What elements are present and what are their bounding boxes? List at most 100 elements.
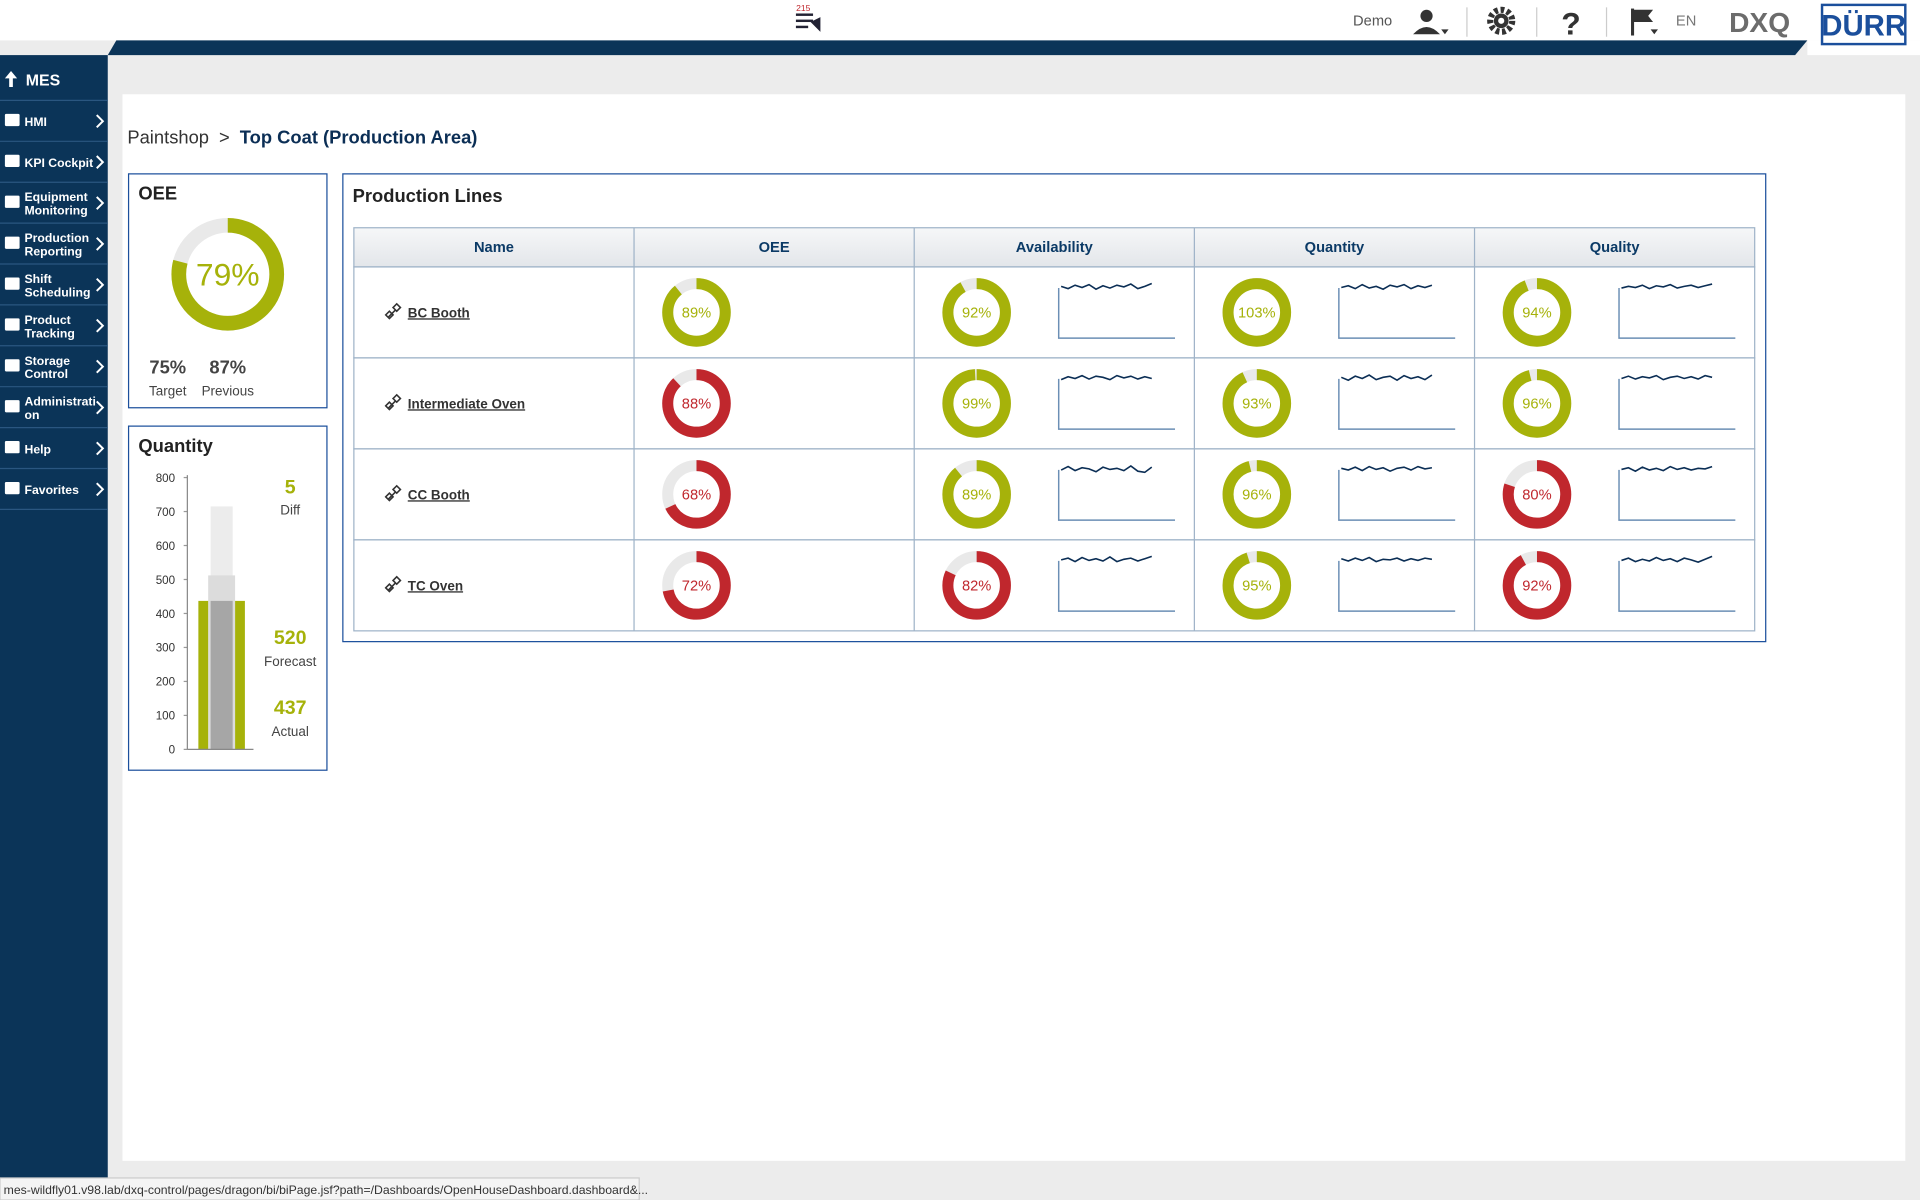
sparkline-frame: [1057, 378, 1176, 430]
column-header: Quality: [1590, 240, 1641, 256]
menu-label[interactable]: Monitoring: [24, 204, 87, 218]
chevron: [96, 278, 105, 292]
sparkline-frame: [1338, 469, 1456, 521]
line-name[interactable]: CC Booth: [408, 487, 470, 502]
menu-label[interactable]: Tracking: [24, 326, 74, 340]
donut-label: 96%: [1242, 488, 1271, 504]
table-header: [353, 227, 1756, 268]
breadcrumb-parent[interactable]: Paintshop: [127, 126, 209, 147]
product-logo: DXQ: [1729, 7, 1790, 38]
sidebar-item[interactable]: Help: [0, 426, 108, 457]
sidebar-item[interactable]: KPI Cockpit: [0, 140, 108, 170]
sparkline-frame: [1057, 469, 1176, 521]
menu-icon: [4, 277, 20, 290]
line-link[interactable]: Intermediate Oven: [384, 393, 525, 411]
line-name[interactable]: TC Oven: [408, 578, 463, 593]
donut-label: 94%: [1522, 306, 1551, 322]
donut-arc: [942, 551, 1011, 620]
donut-label: 92%: [1522, 579, 1551, 595]
line-link[interactable]: CC Booth: [384, 484, 470, 502]
sparkline-frame: [1618, 560, 1736, 612]
menu-label[interactable]: on: [24, 408, 39, 422]
sidebar-item[interactable]: HMI: [0, 99, 108, 129]
breadcrumb: Paintshop > Top Coat (Production Area): [127, 126, 477, 147]
chevron: [96, 196, 105, 210]
donut-label: 92%: [962, 306, 991, 322]
actual-value: 437: [274, 697, 307, 719]
breadcrumb-current: Top Coat (Production Area): [240, 126, 478, 147]
line-link[interactable]: TC Oven: [384, 575, 463, 593]
sparkline-frame: [1057, 560, 1176, 612]
sidebar-header[interactable]: MES: [4, 71, 60, 90]
user-name[interactable]: Demo: [1353, 14, 1392, 30]
y-tick-label: 0: [169, 744, 176, 757]
donut-arc: [662, 551, 731, 620]
menu-icon: [4, 441, 20, 454]
menu-label[interactable]: HMI: [24, 115, 46, 129]
sparkline: [1060, 374, 1152, 381]
card-title: OEE: [138, 183, 177, 204]
sparkline: [1341, 556, 1433, 563]
menu-label[interactable]: Control: [24, 367, 67, 381]
chevron: [96, 441, 105, 456]
chevron: [96, 482, 105, 497]
menu-icon: [4, 318, 20, 331]
y-tick-label: 700: [156, 506, 176, 519]
menu-label[interactable]: Shift: [24, 272, 51, 286]
top-bar: [0, 0, 1920, 41]
menu-label[interactable]: Administrati: [24, 395, 95, 409]
settings-icon[interactable]: [1487, 6, 1516, 35]
menu-label[interactable]: Help: [24, 442, 51, 456]
forecast-label: Forecast: [264, 654, 317, 669]
menu-label[interactable]: Equipment: [24, 190, 87, 204]
sidebar-title[interactable]: MES: [26, 73, 60, 90]
sparkline: [1621, 465, 1713, 473]
company-logo: DÜRR: [1821, 10, 1906, 43]
menu-icon: [4, 195, 20, 208]
language[interactable]: EN: [1676, 14, 1696, 30]
menu-icon: [4, 400, 20, 413]
actual-side-bar: [198, 600, 209, 750]
line-link[interactable]: BC Booth: [384, 302, 470, 320]
donut-label: 82%: [962, 579, 991, 595]
status-url: mes-wildfly01.v98.lab/dxq-control/pages/…: [4, 1183, 648, 1197]
y-tick-label: 500: [156, 574, 176, 587]
sparkline: [1060, 282, 1153, 291]
menu-label[interactable]: Scheduling: [24, 285, 90, 299]
sparkline-frame: [1338, 560, 1456, 612]
menu-icon[interactable]: [795, 13, 821, 32]
menu-label[interactable]: Product: [24, 313, 70, 327]
column-header: Availability: [1016, 240, 1094, 256]
sparkline-frame: [1618, 378, 1736, 430]
sparkline: [1621, 283, 1713, 290]
menu-label[interactable]: Favorites: [24, 483, 79, 497]
donut-label: 80%: [1522, 488, 1551, 504]
flag-icon[interactable]: [1631, 8, 1658, 36]
donut-arc: [662, 369, 731, 438]
y-tick-label: 200: [156, 676, 176, 689]
donut-arc: [1222, 460, 1292, 529]
y-tick-label: 400: [156, 608, 176, 621]
menu-label[interactable]: Production: [24, 231, 89, 245]
sparkline: [1341, 283, 1433, 291]
menu-label[interactable]: Storage: [24, 354, 70, 368]
sidebar-item[interactable]: Favorites: [0, 467, 108, 497]
donut-arc: [1502, 460, 1572, 529]
logo-frame: [1820, 3, 1907, 46]
line-name[interactable]: BC Booth: [408, 305, 470, 320]
menu-label[interactable]: Reporting: [24, 245, 82, 259]
donut-arc: [1502, 369, 1572, 438]
line-name[interactable]: Intermediate Oven: [408, 396, 525, 411]
menu-label[interactable]: KPI Cockpit: [24, 156, 93, 170]
actual-bar: [210, 600, 233, 750]
user-icon[interactable]: [1413, 9, 1449, 35]
help-icon[interactable]: ?: [1561, 5, 1580, 41]
